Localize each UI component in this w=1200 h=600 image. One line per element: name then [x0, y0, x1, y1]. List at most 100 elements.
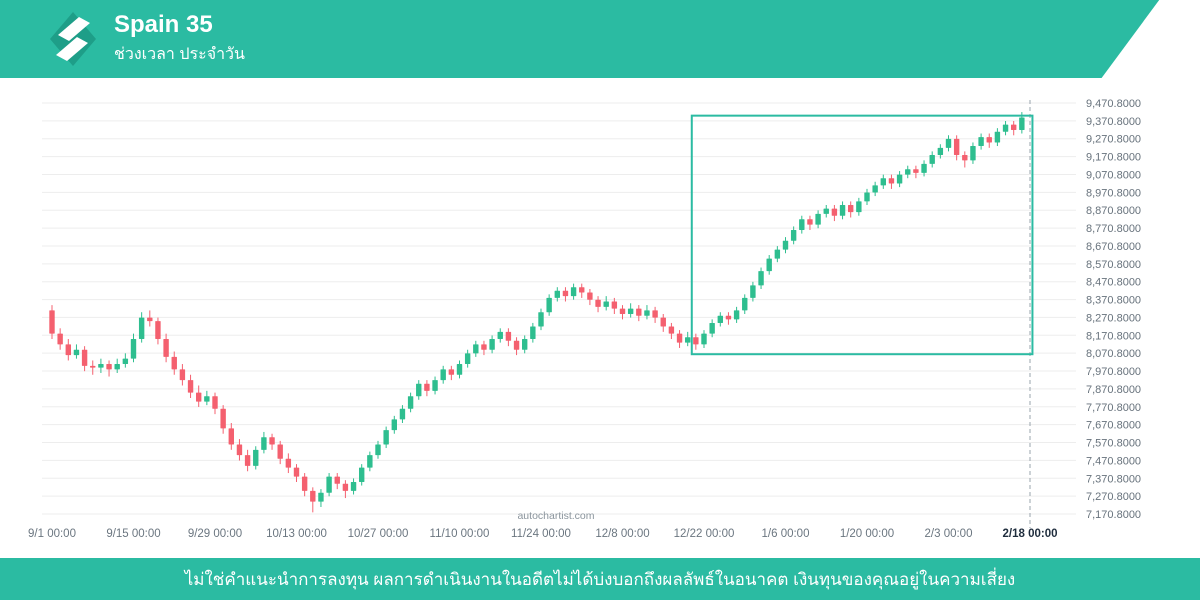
candle-body	[660, 317, 666, 327]
candle-body	[554, 290, 560, 298]
candle-body	[261, 437, 267, 450]
candle-body	[668, 326, 675, 334]
candle-body	[823, 208, 829, 214]
x-axis-label: 9/29 00:00	[188, 528, 242, 540]
candle-body	[375, 444, 381, 456]
candle-body	[155, 321, 161, 340]
candle-body	[1011, 124, 1017, 130]
candle-body	[929, 154, 935, 164]
y-axis-label: 8,470.8000	[1086, 277, 1141, 289]
candle-body	[122, 358, 129, 365]
autochartist-logo	[50, 12, 96, 66]
candle-body	[725, 315, 732, 320]
candle-body	[497, 331, 503, 340]
candle-body	[839, 204, 846, 216]
candle-body	[546, 297, 552, 313]
candle-body	[310, 490, 316, 502]
x-axis-label: 9/15 00:00	[106, 528, 160, 540]
candle-body	[285, 458, 292, 468]
candle-body	[848, 204, 854, 213]
candle-body	[636, 308, 642, 316]
candle-body	[187, 380, 194, 393]
candle-body	[359, 467, 365, 482]
candle-body	[277, 444, 283, 459]
candle-body	[440, 369, 446, 381]
candle-body	[644, 310, 650, 316]
candle-body	[90, 365, 96, 368]
candle-body	[456, 364, 463, 375]
candle-body	[831, 208, 838, 216]
y-axis-label: 8,570.8000	[1086, 259, 1141, 271]
candle-body	[742, 297, 748, 311]
candle-body	[301, 476, 308, 491]
candle-body	[163, 339, 169, 357]
candle-body	[970, 146, 976, 161]
candle-body	[782, 240, 789, 250]
y-axis-label: 8,170.8000	[1086, 330, 1141, 342]
candle-body	[709, 322, 715, 334]
candle-body	[326, 476, 332, 493]
candle-body	[269, 437, 275, 445]
y-axis-label: 7,270.8000	[1086, 491, 1141, 503]
y-axis-label: 8,070.8000	[1086, 348, 1141, 360]
candle-body	[318, 492, 324, 502]
candle-body	[766, 258, 772, 272]
highlight-box	[690, 114, 1034, 356]
candle-body	[595, 299, 601, 307]
candle-body	[896, 174, 903, 184]
candle-body	[986, 137, 992, 143]
y-axis-label: 8,770.8000	[1086, 223, 1141, 235]
candle-body	[562, 290, 569, 297]
x-axis-label: 9/1 00:00	[28, 528, 76, 540]
candle-body	[391, 419, 397, 431]
y-axis-label: 8,670.8000	[1086, 241, 1141, 253]
candle-body	[587, 292, 593, 300]
candle-body	[473, 344, 479, 354]
candle-body	[799, 219, 805, 231]
candle-body	[579, 287, 585, 293]
candle-body	[244, 455, 251, 466]
y-axis-label: 7,670.8000	[1086, 420, 1141, 432]
candle-body	[293, 467, 300, 477]
candle-body	[81, 349, 88, 366]
y-axis-label: 9,470.8000	[1086, 98, 1141, 110]
candle-body	[962, 154, 968, 161]
candle-body	[448, 369, 455, 375]
x-axis-label: 10/13 00:00	[266, 528, 327, 540]
candle-body	[538, 312, 544, 327]
candle-body	[774, 249, 781, 259]
candle-body	[73, 349, 80, 356]
candle-body	[106, 364, 112, 370]
disclaimer-bar: ไม่ใช่คำแนะนำการลงทุน ผลการดำเนินงานในอด…	[0, 558, 1200, 600]
candle-body	[138, 317, 145, 340]
candle-body	[196, 392, 202, 402]
y-axis-label: 8,970.8000	[1086, 187, 1141, 199]
candle-body	[807, 219, 813, 225]
candle-body	[399, 408, 406, 420]
candle-body	[693, 337, 699, 345]
y-axis-label: 7,870.8000	[1086, 384, 1141, 396]
candle-body	[505, 331, 512, 341]
y-axis-label: 9,170.8000	[1086, 152, 1141, 164]
header-titles: Spain 35 ช่วงเวลา ประจำวัน	[114, 11, 245, 67]
watermark: autochartist.com	[517, 510, 595, 522]
x-axis-label: 1/6 00:00	[762, 528, 810, 540]
candle-body	[945, 138, 952, 148]
candle-body	[611, 301, 618, 309]
candle-body	[522, 339, 528, 350]
candle-body	[98, 364, 104, 368]
candle-body	[147, 317, 153, 322]
candle-body	[407, 396, 414, 409]
candle-body	[676, 333, 683, 343]
candle-body	[171, 356, 177, 370]
y-axis-label: 7,170.8000	[1086, 509, 1141, 521]
candle-body	[530, 326, 536, 340]
candle-body	[464, 353, 471, 365]
x-axis-label: 11/10 00:00	[430, 528, 490, 540]
candle-body	[701, 333, 707, 345]
candle-body	[220, 408, 226, 429]
candle-body	[212, 396, 218, 409]
candle-body	[114, 364, 120, 370]
candle-body	[905, 169, 911, 175]
candle-body	[733, 310, 740, 320]
